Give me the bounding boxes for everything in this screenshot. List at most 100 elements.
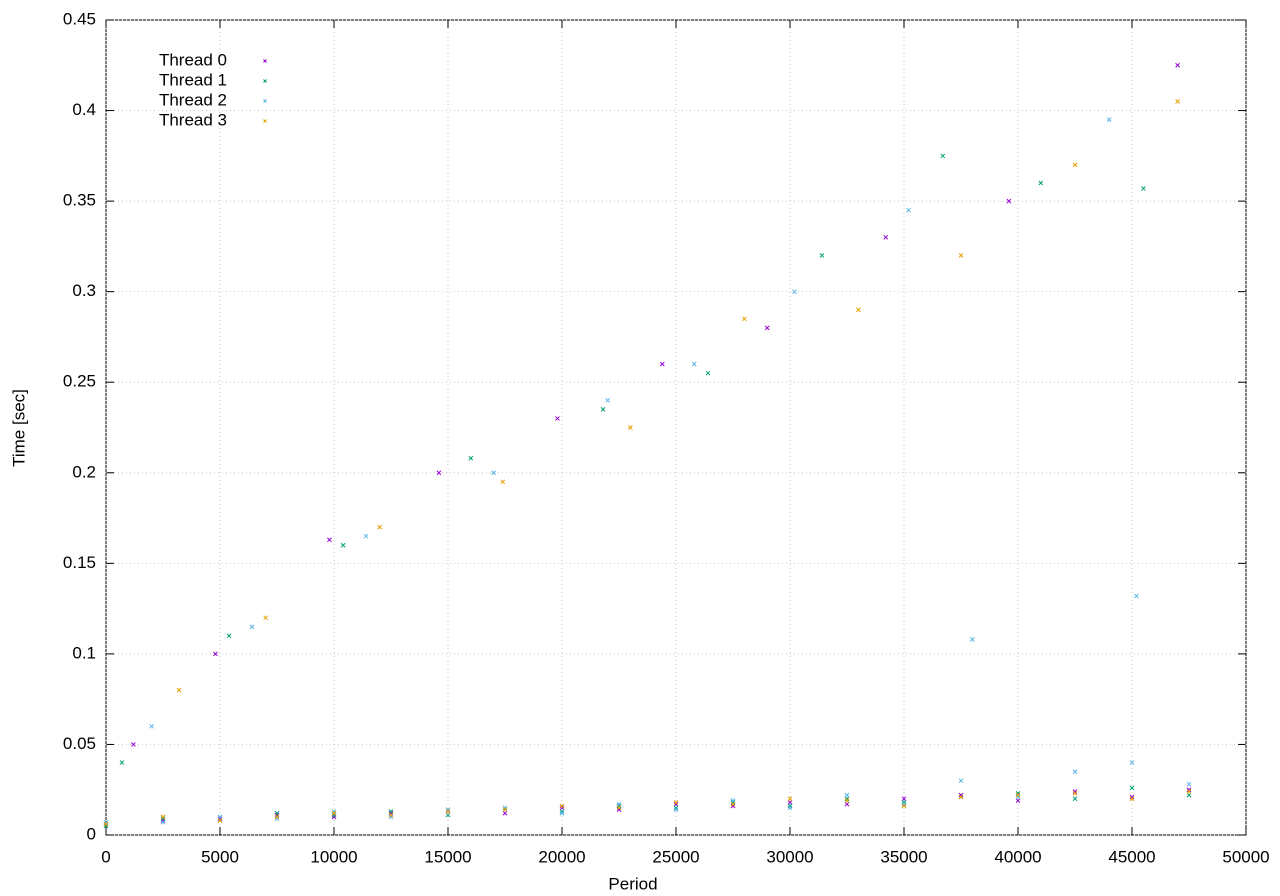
point [331,812,337,818]
x-axis-label: Period [608,874,657,893]
legend-marker [263,119,267,123]
point [491,470,496,476]
point [388,814,394,820]
point [1129,760,1135,765]
x-tick-label: 5000 [201,847,239,866]
point [1129,785,1135,791]
point [363,533,369,539]
point [131,742,136,747]
point [856,307,861,313]
point [673,800,679,805]
point [217,816,223,822]
point [844,801,850,807]
point [559,809,565,814]
point [217,818,223,823]
point [331,814,337,820]
point [958,253,964,258]
x-tick-label: 15000 [424,847,471,866]
point [1186,787,1192,793]
point [445,812,451,818]
point [559,805,565,811]
point [787,800,793,805]
point [1186,792,1192,798]
y-tick-label: 0.3 [72,281,96,300]
point [1015,790,1021,796]
point [213,651,218,657]
point [103,821,109,827]
point [331,809,337,814]
x-tick-label: 45000 [1108,847,1155,866]
point [883,234,889,240]
point [659,361,665,367]
point [468,455,474,461]
point [616,805,622,811]
point [1175,62,1180,68]
point [1175,99,1180,104]
y-tick-label: 0.35 [63,191,96,210]
point [787,796,793,802]
point [445,809,451,814]
y-tick-label: 0.1 [72,643,96,662]
point [1141,186,1146,191]
point [327,537,332,543]
point [149,723,154,729]
x-tick-label: 40000 [994,847,1041,866]
point [176,687,182,693]
point [940,153,946,159]
x-tick-label: 0 [101,847,110,866]
point [559,810,565,816]
point [605,397,610,403]
point [730,798,736,803]
point [559,803,565,809]
point [1038,180,1044,186]
x-tick-label: 20000 [538,847,585,866]
point [274,816,280,822]
y-tick-label: 0.4 [72,100,96,119]
point [792,289,797,295]
point [1072,796,1078,802]
point [274,814,280,820]
point [103,819,109,825]
point [331,810,337,816]
point [160,814,166,820]
point [600,407,606,412]
point [1015,798,1021,803]
point [502,805,508,811]
point [1186,789,1192,794]
point [1072,162,1078,168]
x-tick-label: 25000 [652,847,699,866]
point [628,425,633,430]
x-tick-label: 30000 [766,847,813,866]
point [274,812,280,818]
legend-label: Thread 0 [159,50,227,69]
point [844,796,850,802]
point [103,823,109,829]
legend-marker [263,99,267,103]
point [730,800,736,805]
point [1186,781,1192,787]
point [502,807,508,812]
point [787,803,793,809]
point [388,812,394,818]
point [616,803,622,809]
legend-label: Thread 3 [159,110,227,129]
point [445,807,451,812]
point [906,207,911,213]
point [263,615,268,621]
point [705,370,711,376]
point [901,801,907,807]
point [249,624,255,630]
x-tick-label: 10000 [310,847,357,866]
point [340,542,346,548]
y-tick-label: 0.15 [63,553,96,572]
y-tick-label: 0.45 [63,9,96,28]
point [500,479,506,485]
point [555,416,560,421]
point [764,325,770,331]
point [742,316,747,322]
y-tick-label: 0.2 [72,462,96,481]
point [388,810,394,816]
point [388,809,394,814]
point [1072,789,1078,794]
legend-label: Thread 2 [159,90,227,109]
